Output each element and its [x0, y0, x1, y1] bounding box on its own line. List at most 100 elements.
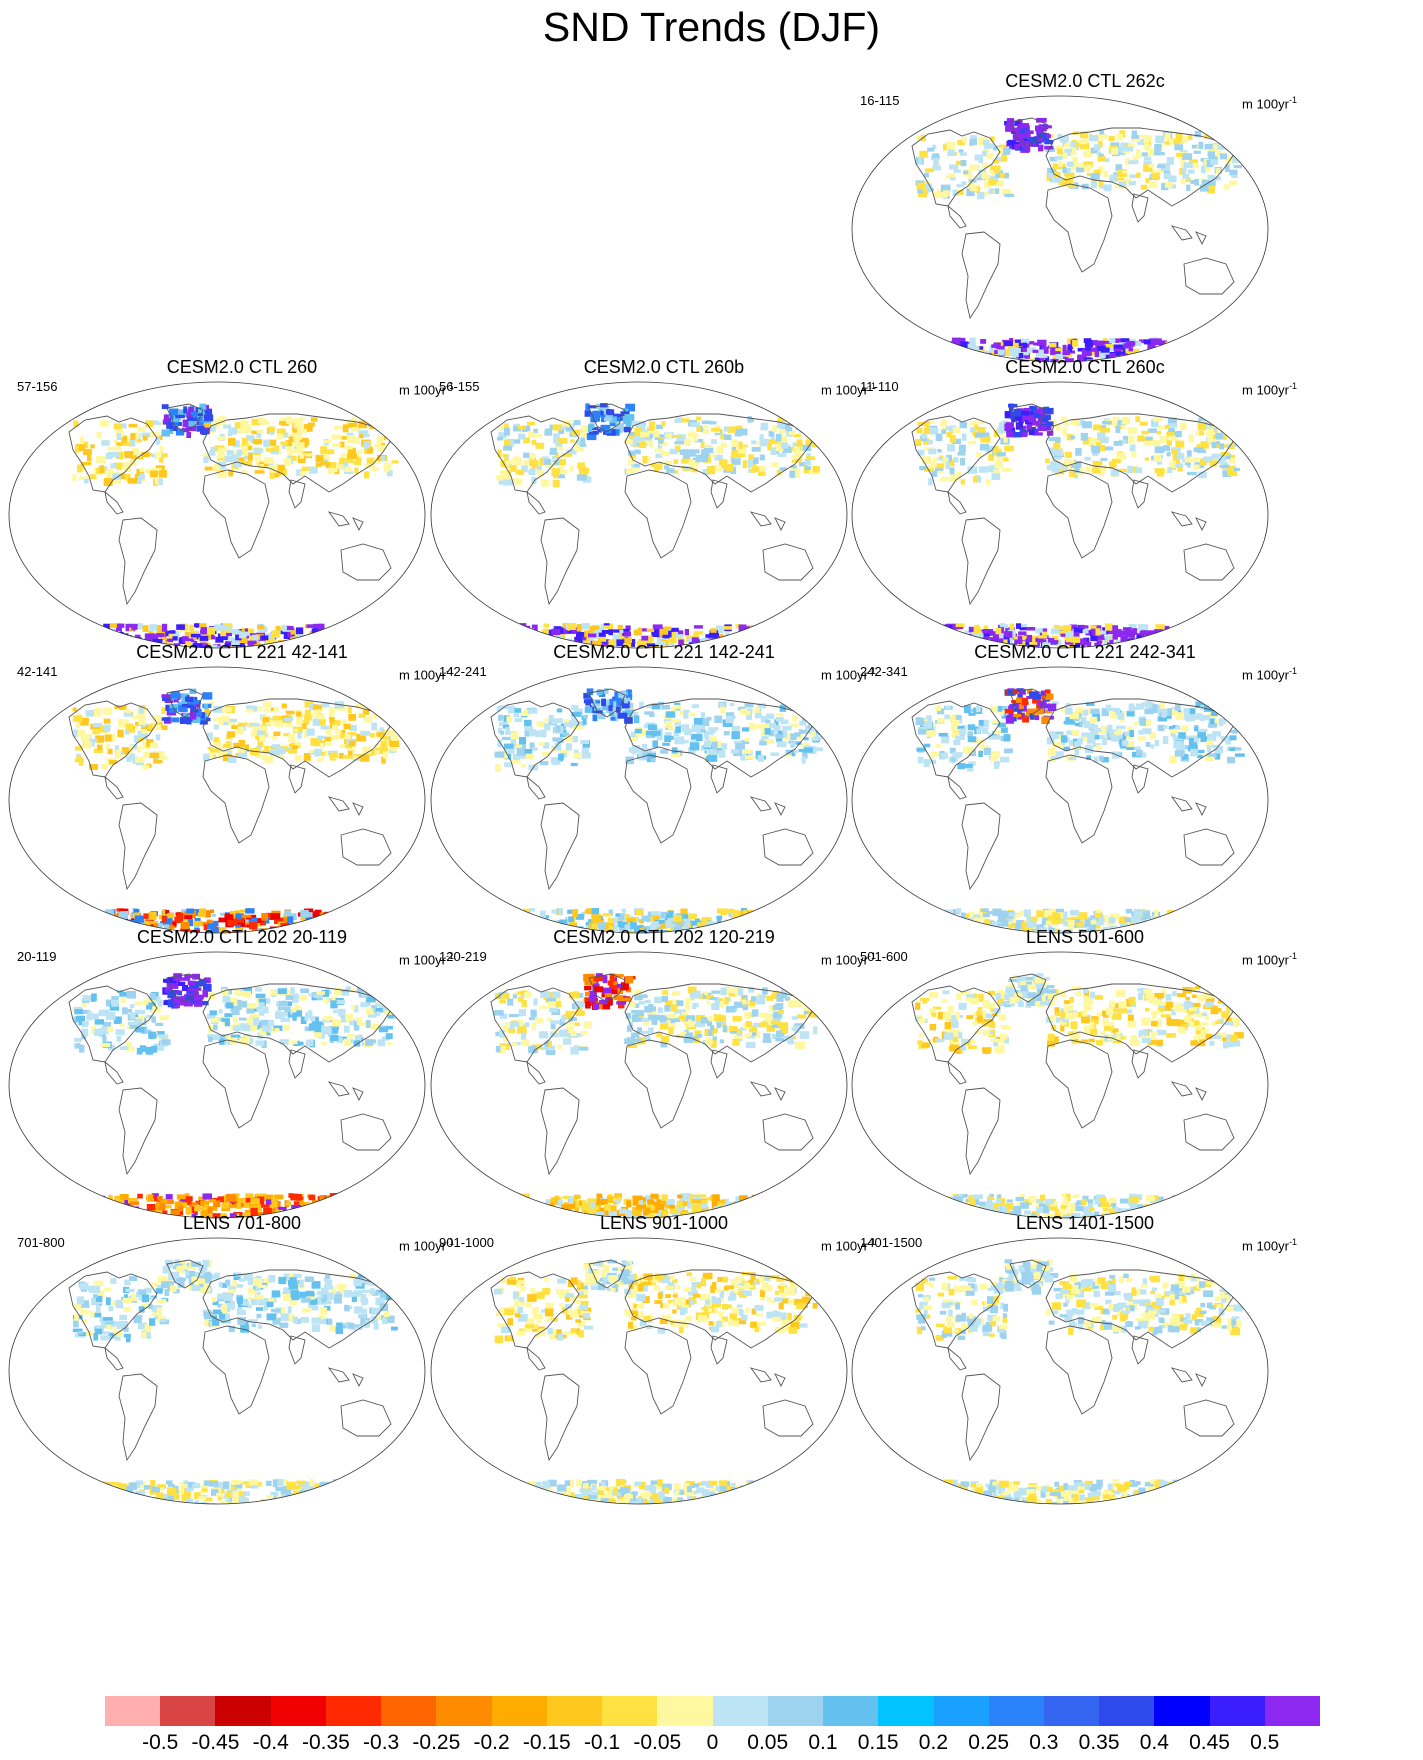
coastline [962, 803, 1000, 889]
colorbar-swatch [271, 1696, 326, 1726]
map-frame [852, 952, 1268, 1218]
colorbar-swatch [215, 1696, 270, 1726]
colorbar-tick-label: 0.5 [1250, 1730, 1279, 1756]
colorbar-tick-label: 0.15 [858, 1730, 899, 1756]
colorbar-tick-label: -0.45 [192, 1730, 240, 1756]
coastline [962, 1088, 1000, 1174]
colorbar-tick-label: -0.2 [473, 1730, 509, 1756]
coastline [625, 1326, 691, 1414]
panel-title: LENS 901-1000 [429, 1212, 899, 1234]
coastline [401, 871, 407, 883]
coastline [203, 755, 269, 843]
coastline [962, 232, 1000, 318]
coastline [711, 1336, 727, 1364]
coastline [1132, 480, 1148, 508]
coastline [1172, 797, 1206, 815]
colorbar-tick-label: 0.1 [808, 1730, 837, 1756]
coastline [823, 586, 829, 598]
colorbar-swatch [1154, 1696, 1209, 1726]
unit-exponent: -1 [1289, 95, 1297, 105]
coastline [119, 1088, 157, 1174]
coastline [948, 1348, 966, 1370]
coastline [1046, 184, 1112, 272]
coastline [1184, 1114, 1234, 1150]
coastline [119, 518, 157, 604]
coastline [105, 492, 123, 514]
colorbar-swatch [1210, 1696, 1265, 1726]
coastline [203, 1326, 269, 1414]
colorbar-swatch [547, 1696, 602, 1726]
colorbar-tick-label: -0.35 [302, 1730, 350, 1756]
colorbar-swatch [326, 1696, 381, 1726]
coastline [962, 518, 1000, 604]
coastline [823, 1442, 829, 1454]
coastline [948, 777, 966, 799]
coastline [341, 829, 391, 865]
coastline [948, 1062, 966, 1084]
colorbar-tick-label: 0.35 [1079, 1730, 1120, 1756]
panel-title: CESM2.0 CTL 260b [429, 356, 899, 378]
colorbar-tick-label: -0.1 [584, 1730, 620, 1756]
coastline [763, 1400, 813, 1436]
coastline [948, 492, 966, 514]
panel-title: LENS 501-600 [850, 926, 1320, 948]
world-map [7, 665, 427, 935]
colorbar [105, 1696, 1320, 1726]
unit-exponent: -1 [1289, 666, 1297, 676]
map-frame [852, 1238, 1268, 1504]
coastline [711, 1050, 727, 1078]
coastline [625, 470, 691, 558]
colorbar-swatch [1265, 1696, 1320, 1726]
coastline [1046, 1040, 1112, 1128]
coastline [1244, 1156, 1250, 1168]
coastline [341, 1400, 391, 1436]
colorbar-swatch [878, 1696, 933, 1726]
colorbar-tick-label: -0.4 [253, 1730, 289, 1756]
colorbar-tick-label: 0 [707, 1730, 719, 1756]
colorbar-swatch [713, 1696, 768, 1726]
coastline [105, 777, 123, 799]
coastline [541, 803, 579, 889]
panel-title: CESM2.0 CTL 202 120-219 [429, 926, 899, 948]
colorbar-tick-label: -0.5 [142, 1730, 178, 1756]
world-map [850, 380, 1270, 650]
colorbar-tick-label: 0.25 [968, 1730, 1009, 1756]
coastline [329, 797, 363, 815]
coastline [527, 492, 545, 514]
world-map [850, 665, 1270, 935]
panel-title: CESM2.0 CTL 262c [850, 70, 1320, 92]
coastline [751, 1082, 785, 1100]
coastline [1184, 829, 1234, 865]
coastline [203, 1040, 269, 1128]
coastline [625, 1040, 691, 1128]
coastline [105, 1062, 123, 1084]
coastline [1244, 1442, 1250, 1454]
coastline [1172, 1082, 1206, 1100]
coastline [763, 1114, 813, 1150]
figure-title: SND Trends (DJF) [0, 0, 1423, 52]
coastline [763, 829, 813, 865]
colorbar-tick-label: -0.3 [363, 1730, 399, 1756]
panel-title: CESM2.0 CTL 202 20-119 [7, 926, 477, 948]
world-map [429, 380, 849, 650]
coastline [289, 1336, 305, 1364]
colorbar-swatch [1099, 1696, 1154, 1726]
colorbar-swatch [160, 1696, 215, 1726]
coastline [105, 1348, 123, 1370]
colorbar-swatch [105, 1696, 160, 1726]
coastline [711, 480, 727, 508]
coastline [1132, 194, 1148, 222]
coastline [1046, 1326, 1112, 1414]
coastline [401, 1442, 407, 1454]
